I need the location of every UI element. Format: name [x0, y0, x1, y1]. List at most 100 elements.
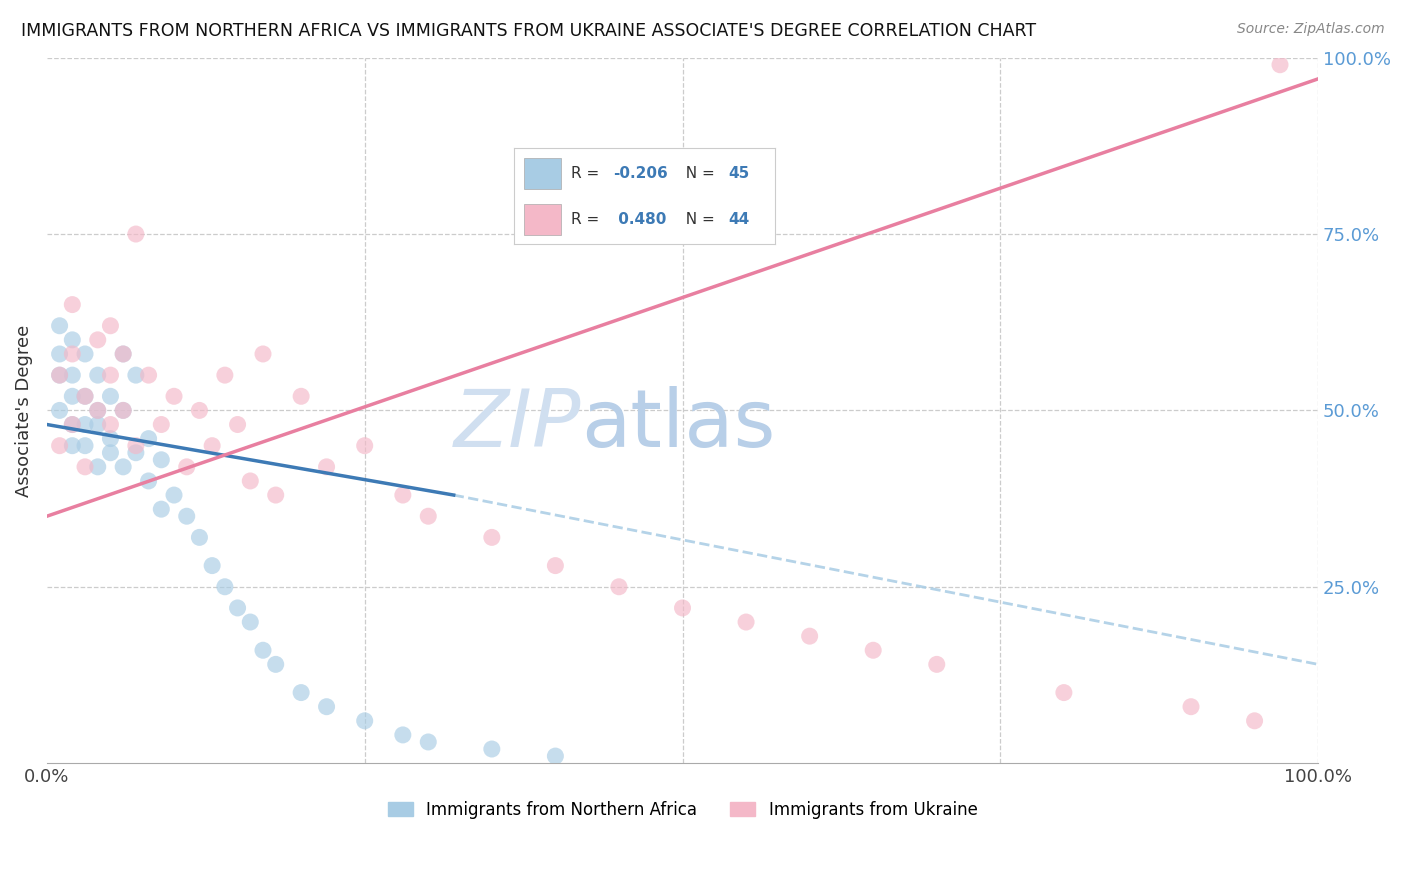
Point [188, 530, 211, 544]
Point [925, 657, 948, 672]
Point [73, 459, 96, 474]
Point [87, 368, 110, 383]
Point [607, 580, 630, 594]
Point [290, 685, 312, 699]
Point [100, 432, 122, 446]
Point [150, 502, 173, 516]
Point [1268, 58, 1291, 72]
Point [201, 558, 224, 573]
Text: IMMIGRANTS FROM NORTHERN AFRICA VS IMMIGRANTS FROM UKRAINE ASSOCIATE'S DEGREE CO: IMMIGRANTS FROM NORTHERN AFRICA VS IMMIG… [21, 22, 1036, 40]
Point [481, 530, 503, 544]
Point [176, 459, 198, 474]
Point [60, 439, 83, 453]
Point [138, 432, 160, 446]
Point [73, 347, 96, 361]
Bar [524, 158, 561, 188]
Text: 45: 45 [728, 166, 749, 181]
Point [671, 601, 693, 615]
Text: 44: 44 [728, 212, 749, 227]
Point [418, 735, 440, 749]
Point [862, 643, 884, 657]
Point [1243, 714, 1265, 728]
Point [60, 417, 83, 432]
Point [735, 615, 758, 629]
Point [73, 417, 96, 432]
Point [239, 615, 262, 629]
Text: Source: ZipAtlas.com: Source: ZipAtlas.com [1237, 22, 1385, 37]
Point [125, 446, 148, 460]
Point [799, 629, 821, 643]
Point [315, 459, 337, 474]
Point [214, 368, 236, 383]
Point [112, 347, 135, 361]
Point [100, 318, 122, 333]
Text: -0.206: -0.206 [613, 166, 668, 181]
Point [481, 742, 503, 756]
Point [112, 403, 135, 417]
Point [290, 389, 312, 403]
Point [100, 389, 122, 403]
Point [87, 403, 110, 417]
Legend: Immigrants from Northern Africa, Immigrants from Ukraine: Immigrants from Northern Africa, Immigra… [381, 794, 984, 825]
Point [112, 403, 135, 417]
Point [138, 368, 160, 383]
Text: N =: N = [676, 166, 720, 181]
Point [125, 439, 148, 453]
Point [48, 368, 70, 383]
Point [60, 347, 83, 361]
Point [150, 417, 173, 432]
Point [226, 417, 249, 432]
Point [100, 446, 122, 460]
Point [544, 558, 567, 573]
Point [73, 439, 96, 453]
Point [112, 347, 135, 361]
Point [353, 714, 375, 728]
Point [48, 368, 70, 383]
Point [418, 509, 440, 524]
Point [112, 459, 135, 474]
Point [60, 368, 83, 383]
Point [392, 728, 415, 742]
Point [1053, 685, 1076, 699]
Point [48, 403, 70, 417]
Point [125, 227, 148, 241]
Point [138, 474, 160, 488]
Point [60, 417, 83, 432]
Point [48, 439, 70, 453]
Point [544, 749, 567, 764]
Point [1180, 699, 1202, 714]
Point [73, 389, 96, 403]
Point [239, 474, 262, 488]
Text: 0.480: 0.480 [613, 212, 666, 227]
Point [252, 347, 274, 361]
Point [252, 643, 274, 657]
Point [48, 318, 70, 333]
Point [188, 403, 211, 417]
Point [392, 488, 415, 502]
Text: atlas: atlas [581, 385, 775, 464]
Point [125, 368, 148, 383]
Point [87, 459, 110, 474]
Bar [524, 204, 561, 235]
Point [87, 333, 110, 347]
Point [214, 580, 236, 594]
Point [176, 509, 198, 524]
Text: N =: N = [676, 212, 720, 227]
Point [100, 368, 122, 383]
Text: R =: R = [571, 166, 605, 181]
Point [264, 657, 287, 672]
Point [60, 333, 83, 347]
Point [353, 439, 375, 453]
Point [87, 403, 110, 417]
Y-axis label: Associate's Degree: Associate's Degree [15, 325, 32, 497]
Point [264, 488, 287, 502]
Point [315, 699, 337, 714]
Point [100, 417, 122, 432]
Point [163, 488, 186, 502]
Text: R =: R = [571, 212, 605, 227]
Point [48, 347, 70, 361]
Point [150, 452, 173, 467]
Point [60, 297, 83, 311]
Point [60, 389, 83, 403]
Point [87, 417, 110, 432]
